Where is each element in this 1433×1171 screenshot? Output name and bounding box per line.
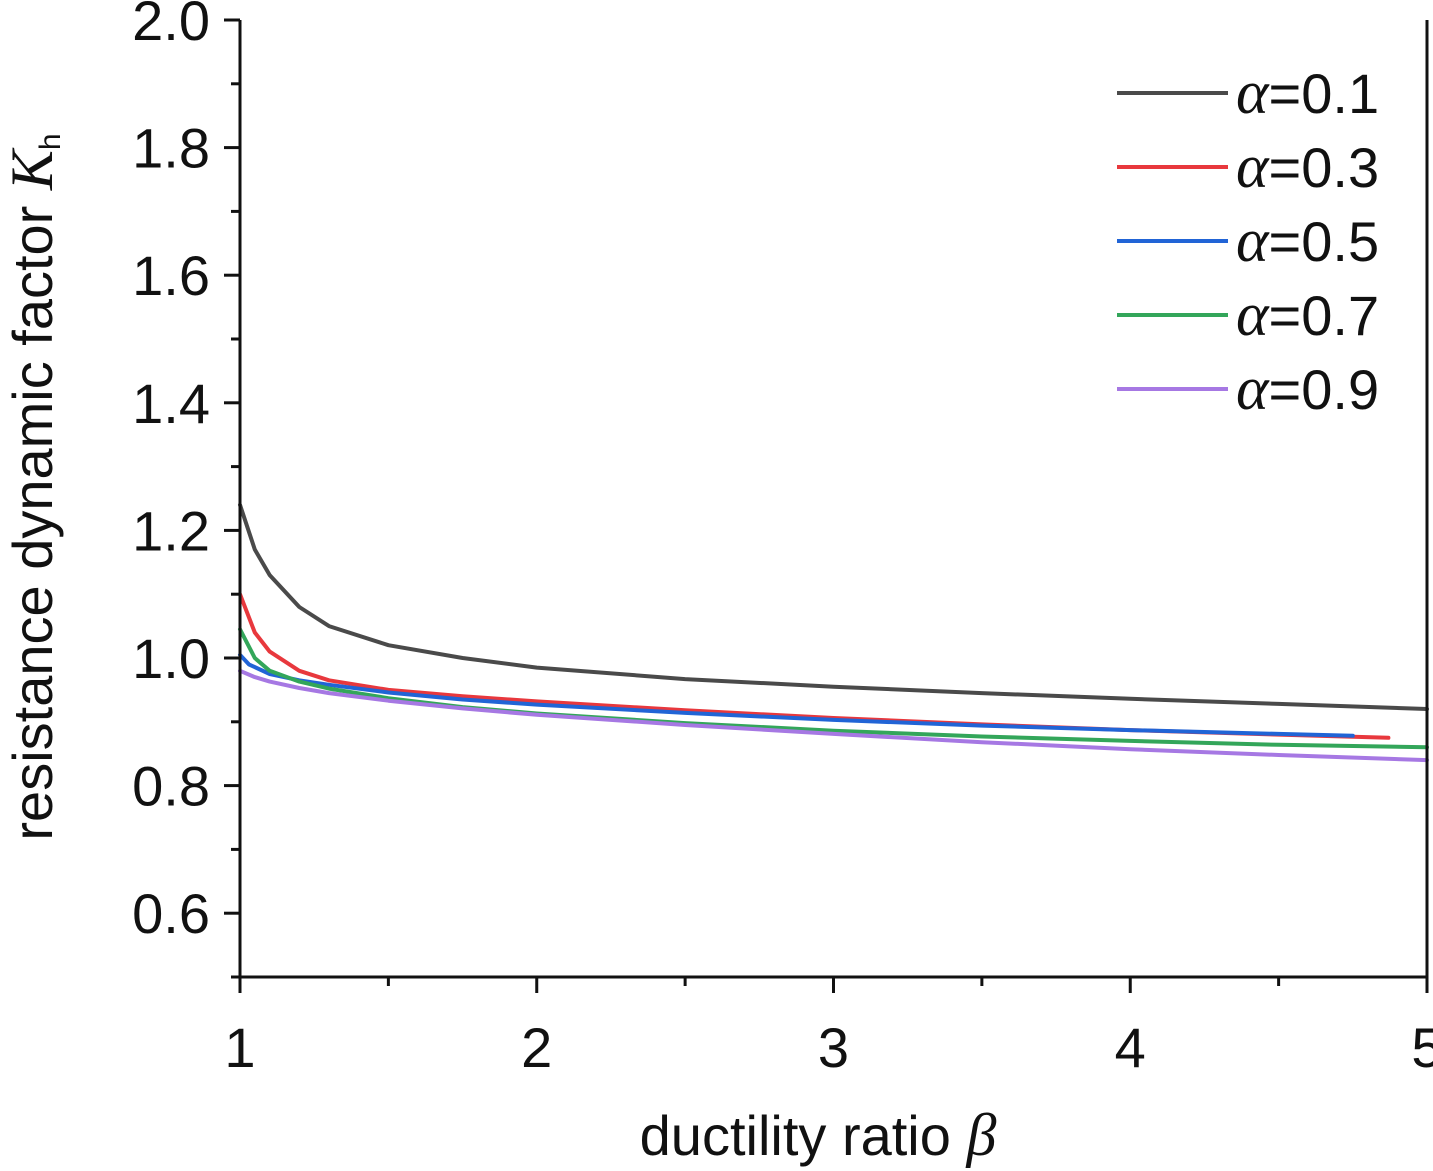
x-tick-label: 3: [818, 1016, 849, 1079]
y-axis-title-subscript: h: [34, 133, 67, 150]
legend-alpha-symbol: α: [1236, 59, 1270, 127]
ticks-layer: 1 2 3 4 5 0.6 0.8 1.0 1.2 1.4 1.6 1.8 2.0: [132, 0, 1433, 1079]
series-line-2: [238, 592, 1391, 740]
legend-alpha-symbol: α: [1236, 281, 1270, 349]
series-layer: [238, 502, 1429, 763]
x-tick-label: 5: [1411, 1016, 1433, 1079]
series-line-5: [238, 668, 1429, 763]
y-tick-label: 0.6: [132, 882, 210, 945]
series-line-1: [238, 502, 1429, 711]
y-axis-title: resistance dynamic factor Kh: [0, 133, 67, 840]
legend-value: =0.9: [1269, 358, 1380, 421]
y-tick-label: 1.0: [132, 627, 210, 690]
x-axis-title: ductility ratio β: [640, 1102, 997, 1168]
legend-alpha-symbol: α: [1236, 355, 1270, 423]
y-tick-label: 1.2: [132, 499, 210, 562]
y-axis-title-symbol: K: [0, 147, 65, 191]
legend-value: =0.3: [1269, 136, 1380, 199]
legend-value: =0.5: [1269, 210, 1380, 273]
legend-label-4: α=0.7: [1236, 281, 1379, 349]
x-axis-title-symbol: β: [965, 1102, 996, 1168]
series-line-3: [238, 652, 1355, 738]
y-tick-label: 0.8: [132, 755, 210, 818]
legend-label-3: α=0.5: [1236, 207, 1379, 275]
legend-value: =0.1: [1269, 62, 1380, 125]
x-axis-title-text: ductility ratio: [640, 1104, 967, 1167]
y-tick-label: 2.0: [132, 0, 210, 52]
legend-alpha-symbol: α: [1236, 207, 1270, 275]
y-tick-label: 1.8: [132, 117, 210, 180]
legend-label-1: α=0.1: [1236, 59, 1379, 127]
x-tick-label: 2: [521, 1016, 552, 1079]
legend-label-2: α=0.3: [1236, 133, 1379, 201]
legend-value: =0.7: [1269, 284, 1380, 347]
legend-alpha-symbol: α: [1236, 133, 1270, 201]
legend: α=0.1α=0.3α=0.5α=0.7α=0.9: [1117, 59, 1379, 423]
legend-label-5: α=0.9: [1236, 355, 1379, 423]
y-tick-label: 1.4: [132, 372, 210, 435]
x-tick-label: 4: [1115, 1016, 1146, 1079]
x-tick-label: 1: [224, 1016, 255, 1079]
y-tick-label: 1.6: [132, 244, 210, 307]
y-axis-title-text: resistance dynamic factor: [1, 190, 64, 840]
